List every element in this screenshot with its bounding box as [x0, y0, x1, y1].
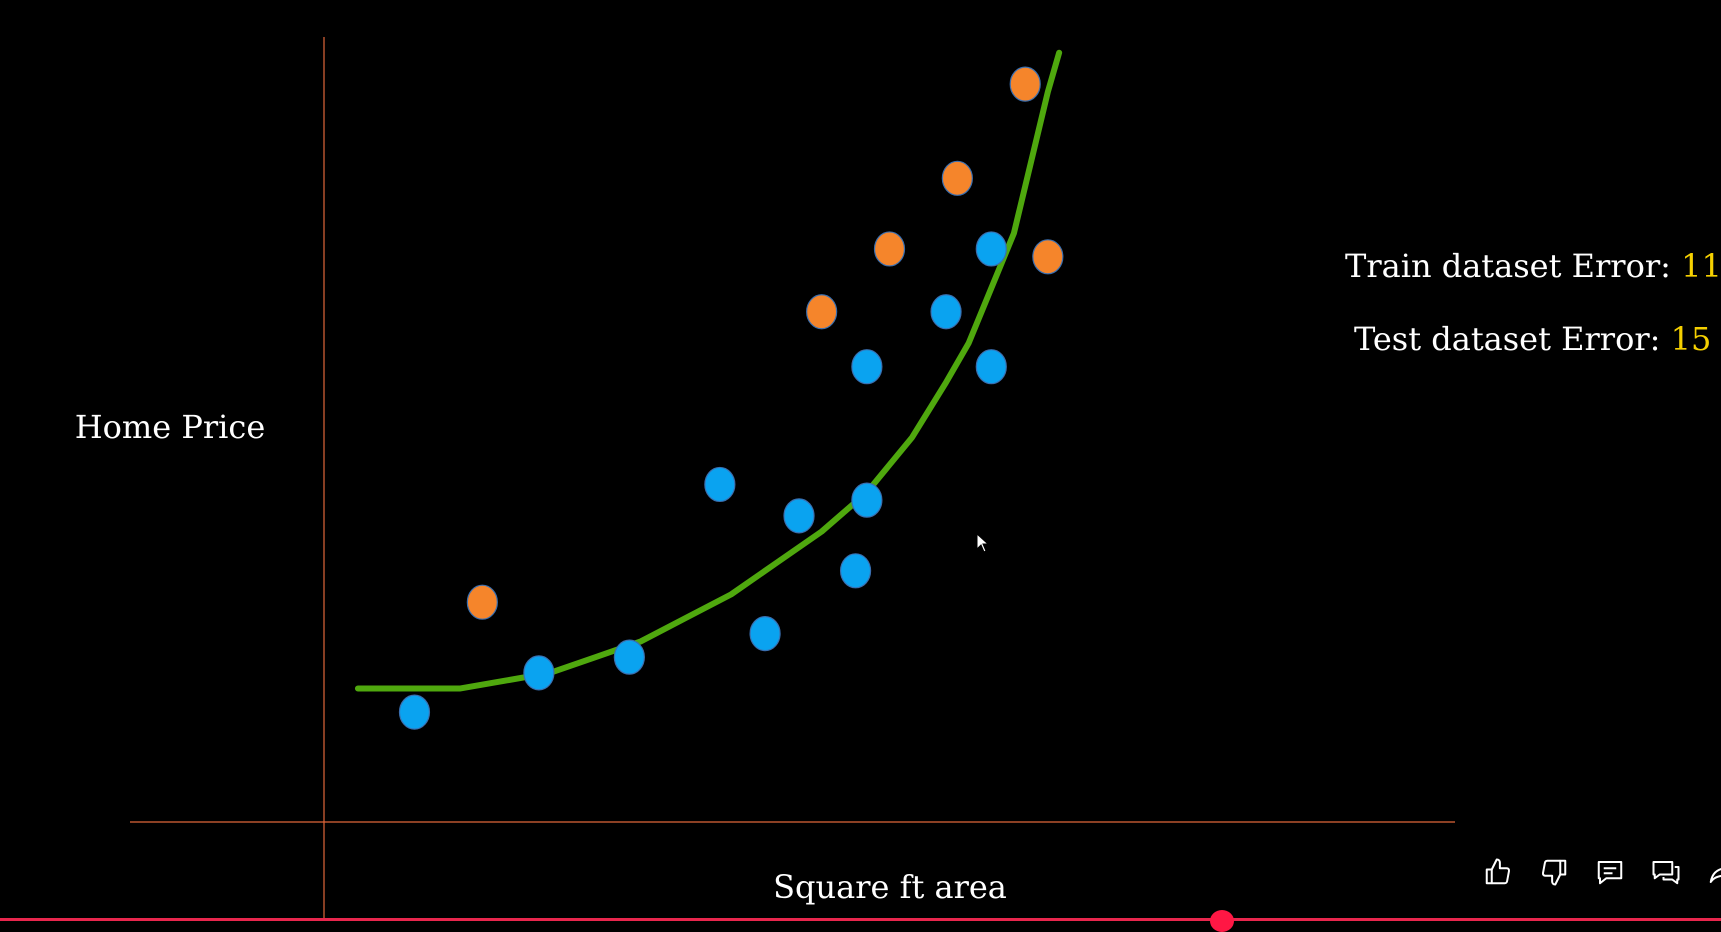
test-error-value: 15 [1670, 320, 1712, 358]
video-progress-scrubber[interactable] [1209, 910, 1234, 932]
comment-icon [1597, 861, 1623, 885]
thumbs-down-icon [1541, 859, 1567, 886]
chat-icon [1652, 861, 1680, 885]
fit-curve-line [354, 49, 1063, 692]
data-point-s1-3 [941, 160, 973, 196]
data-point-s0-0 [398, 694, 431, 730]
mouse-cursor-icon [976, 533, 990, 553]
test-error-annotation: Test dataset Error: 15 [1354, 320, 1711, 358]
data-point-s0-7 [851, 482, 883, 518]
data-point-s1-0 [466, 584, 498, 620]
video-controls [1478, 852, 1721, 892]
data-point-s0-2 [613, 639, 645, 675]
test-error-label: Test dataset Error: [1354, 320, 1671, 358]
data-point-s0-3 [704, 466, 736, 503]
chat-button[interactable] [1646, 852, 1686, 892]
share-button[interactable] [1702, 852, 1721, 892]
y-axis-label: Home Price [74, 408, 266, 446]
video-progress-bar[interactable] [0, 918, 1721, 921]
data-point-s0-5 [783, 498, 815, 534]
data-point-s0-1 [523, 655, 555, 691]
data-point-s0-10 [975, 349, 1007, 385]
train-error-annotation: Train dataset Error: 11 [1345, 247, 1721, 285]
data-point-s1-4 [1009, 66, 1041, 102]
data-point-s1-2 [873, 231, 906, 267]
train-error-value: 11 [1681, 247, 1721, 285]
thumbs-up-icon [1485, 858, 1511, 885]
data-point-s0-8 [851, 349, 883, 385]
share-icon [1709, 867, 1721, 883]
data-point-s0-6 [839, 553, 872, 589]
comment-button[interactable] [1590, 852, 1630, 892]
like-button[interactable] [1478, 852, 1518, 892]
data-point-s0-9 [930, 294, 962, 330]
data-point-s1-5 [1032, 239, 1064, 275]
x-axis-label: Square ft area [773, 868, 1007, 906]
data-point-s0-4 [749, 615, 781, 652]
data-point-s1-1 [806, 294, 838, 330]
dislike-button[interactable] [1534, 852, 1574, 892]
train-error-label: Train dataset Error: [1345, 247, 1682, 285]
data-point-s0-11 [975, 231, 1007, 267]
